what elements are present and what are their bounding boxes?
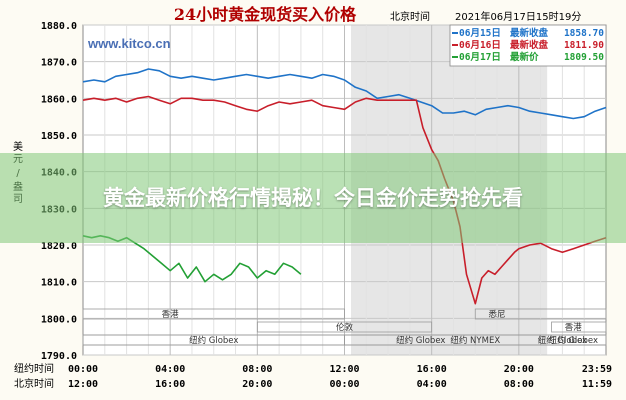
x-row1-label: 纽约时间 bbox=[14, 362, 54, 375]
market-session-label: 纽约 Globex bbox=[396, 335, 445, 346]
x-tick-bj: 16:00 bbox=[155, 379, 185, 390]
market-session-label: 纽约 Globex bbox=[189, 335, 238, 346]
legend-text: 最新收盘 bbox=[510, 39, 549, 51]
headline-text: 黄金最新价格行情揭秘！今日金价走势抢先看 bbox=[103, 186, 523, 210]
y-tick-label: 1810.0 bbox=[41, 278, 77, 289]
chart-title: 24小时黄金现货买入价格 bbox=[174, 5, 357, 24]
legend-value: 1811.90 bbox=[564, 40, 604, 51]
watermark: www.kitco.cn bbox=[87, 36, 171, 51]
x-tick-bj: 00:00 bbox=[329, 379, 359, 390]
y-tick-label: 1870.0 bbox=[41, 58, 77, 69]
header-datetime: 2021年06月17日15时19分 bbox=[455, 10, 581, 23]
series-line bbox=[82, 68, 607, 120]
legend-date: 06月16日 bbox=[459, 40, 501, 51]
x-tick-ny: 12:00 bbox=[329, 364, 359, 375]
legend-value: 1858.70 bbox=[564, 28, 604, 39]
market-session-label: 悉尼 bbox=[489, 309, 506, 320]
legend-date: 06月15日 bbox=[459, 28, 501, 39]
y-tick-label: 1820.0 bbox=[41, 241, 77, 252]
y-tick-label: 1850.0 bbox=[41, 131, 77, 142]
x-tick-ny: 00:00 bbox=[68, 364, 98, 375]
x-tick-bj: 08:00 bbox=[504, 379, 534, 390]
x-tick-bj: 20:00 bbox=[242, 379, 272, 390]
market-session-label: 伦敦 bbox=[336, 322, 354, 333]
x-tick-ny: 16:00 bbox=[417, 364, 447, 375]
market-session-label: 纽约 Globex bbox=[538, 335, 587, 346]
market-session-bar bbox=[474, 308, 607, 320]
headline-banner[interactable]: 黄金最新价格行情揭秘！今日金价走势抢先看 bbox=[0, 153, 626, 243]
market-session-label: 纽约 NYMEX bbox=[450, 335, 500, 346]
legend-text: 最新收盘 bbox=[510, 27, 549, 39]
series-line bbox=[82, 95, 607, 305]
y-unit-top: 美 bbox=[13, 140, 23, 153]
x-tick-ny: 04:00 bbox=[155, 364, 185, 375]
x-tick-ny: 20:00 bbox=[504, 364, 534, 375]
header-left-label: 北京时间 bbox=[390, 10, 430, 23]
market-session-bar bbox=[344, 334, 607, 346]
market-session-label: 香港 bbox=[162, 309, 180, 320]
market-session-label: 香港 bbox=[565, 322, 583, 333]
x-tick-ny: 23:59 bbox=[582, 364, 612, 375]
x-tick-ny: 08:00 bbox=[242, 364, 272, 375]
market-session-label: 纽约 Globex bbox=[549, 335, 598, 346]
y-tick-label: 1880.0 bbox=[41, 21, 77, 32]
legend-box bbox=[449, 24, 607, 67]
x-row2-label: 北京时间 bbox=[14, 377, 54, 390]
market-session-bar bbox=[256, 321, 433, 333]
x-tick-bj: 12:00 bbox=[68, 379, 98, 390]
legend-date: 06月17日 bbox=[459, 52, 501, 63]
y-tick-label: 1790.0 bbox=[41, 351, 77, 362]
legend-value: 1809.50 bbox=[564, 52, 604, 63]
market-session-bar bbox=[551, 321, 607, 333]
x-tick-bj: 04:00 bbox=[417, 379, 447, 390]
y-tick-label: 1800.0 bbox=[41, 314, 77, 325]
legend-text: 最新价 bbox=[510, 51, 539, 63]
y-tick-label: 1860.0 bbox=[41, 94, 77, 105]
x-tick-bj: 11:59 bbox=[582, 379, 612, 390]
market-session-bar bbox=[82, 308, 345, 320]
